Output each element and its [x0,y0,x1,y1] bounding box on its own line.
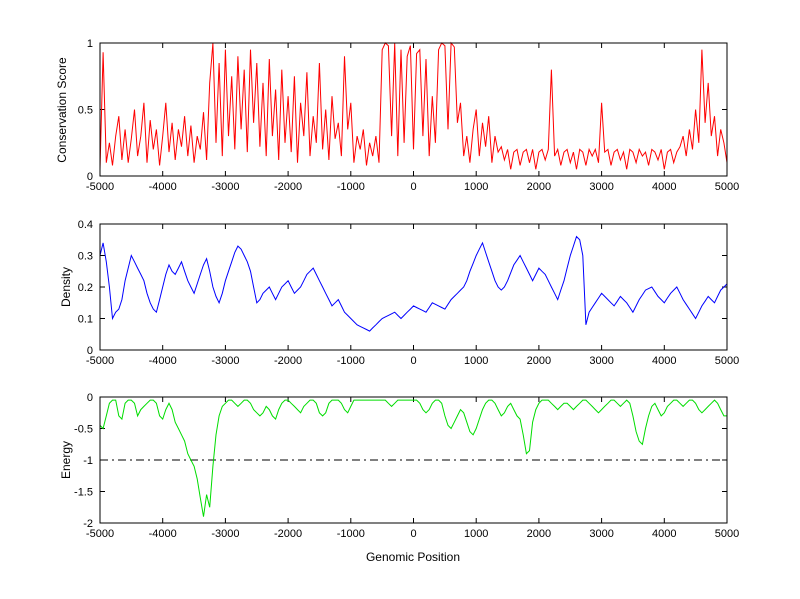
x-tick-label: 5000 [715,181,739,193]
y-tick-label: 0 [87,171,93,183]
axes-box [99,223,728,351]
x-tick-label: 2000 [527,355,551,367]
x-tick-label: 1000 [464,528,488,540]
x-tick-label: 4000 [652,528,676,540]
x-tick-label: -5000 [86,355,114,367]
y-tick-label: 0.3 [78,251,93,263]
x-tick-label: 1000 [464,181,488,193]
x-tick-label: -2000 [274,528,302,540]
x-tick-label: 0 [410,528,416,540]
ylabel-conservation-score: Conservation Score [55,57,69,163]
x-tick-label: -2000 [274,181,302,193]
x-tick-label: 2000 [527,528,551,540]
y-tick-label: -1.5 [74,487,93,499]
axes-box [99,396,728,524]
x-tick-label: -5000 [86,181,114,193]
x-tick-label: -5000 [86,528,114,540]
x-tick-label: -4000 [149,355,177,367]
y-tick-label: -1 [83,455,93,467]
conservation-score-line [99,41,728,170]
x-tick-label: 1000 [464,355,488,367]
x-tick-label: -2000 [274,355,302,367]
energy-line [99,399,727,517]
x-tick-label: -4000 [149,181,177,193]
x-tick-label: -3000 [211,355,239,367]
x-tick-label: 3000 [589,181,613,193]
y-tick-label: 0 [87,345,93,357]
y-tick-label: 0.4 [78,219,93,231]
x-tick-label: 4000 [652,181,676,193]
xlabel-genomic-position: Genomic Position [365,550,461,564]
x-tick-label: 3000 [589,355,613,367]
x-tick-label: 0 [410,181,416,193]
x-tick-label: 4000 [652,355,676,367]
y-tick-label: -0.5 [74,424,93,436]
y-tick-label: 1 [87,38,93,50]
x-tick-label: 5000 [715,528,739,540]
y-tick-label: 0.2 [78,282,93,294]
x-tick-label: 0 [410,355,416,367]
x-tick-label: -4000 [149,528,177,540]
x-tick-label: 2000 [527,181,551,193]
x-tick-label: 3000 [589,528,613,540]
x-tick-label: -3000 [211,181,239,193]
x-tick-label: -1000 [337,528,365,540]
x-tick-label: -1000 [337,181,365,193]
ylabel-density: Density [59,266,73,308]
axes-box [99,42,728,177]
y-tick-label: 0.5 [78,105,93,117]
x-tick-label: -3000 [211,528,239,540]
x-tick-label: -1000 [337,355,365,367]
y-tick-label: 0.1 [78,314,93,326]
y-tick-label: -2 [83,518,93,530]
y-tick-label: 0 [87,392,93,404]
ylabel-energy: Energy [59,440,73,480]
density-line [99,235,728,332]
x-tick-label: 5000 [715,355,739,367]
